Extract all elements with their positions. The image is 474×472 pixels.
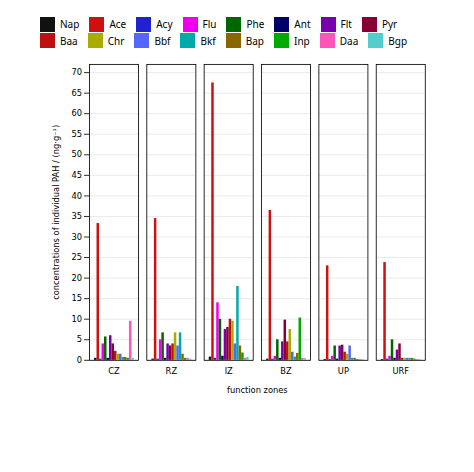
svg-text:0: 0 xyxy=(77,355,82,365)
svg-text:function zones: function zones xyxy=(227,385,288,395)
html-text:Pyr: Pyr xyxy=(381,17,398,32)
svg-text:70: 70 xyxy=(71,67,82,77)
svg-text:45: 45 xyxy=(71,170,82,180)
svg-text:25: 25 xyxy=(71,252,82,262)
svg-text:50: 50 xyxy=(71,149,82,159)
svg-text:IZ: IZ xyxy=(225,366,233,376)
svg-text:60: 60 xyxy=(71,108,82,118)
html-text:Acy: Acy xyxy=(156,17,173,32)
svg-text:20: 20 xyxy=(71,273,82,283)
html-text:Ant: Ant xyxy=(294,17,311,32)
html-text:Baa: Baa xyxy=(60,33,78,48)
html-text:Bgp: Bgp xyxy=(388,33,408,48)
html-text:Flt: Flt xyxy=(340,17,352,32)
svg-text:CZ: CZ xyxy=(108,366,120,376)
svg-text:40: 40 xyxy=(71,191,82,201)
svg-text:RZ: RZ xyxy=(166,366,178,376)
svg-text:10: 10 xyxy=(71,314,82,324)
svg-text:URF: URF xyxy=(392,366,409,376)
svg-text:5: 5 xyxy=(77,334,82,344)
svg-text:UP: UP xyxy=(338,366,349,376)
svg-text:55: 55 xyxy=(71,129,82,139)
svg-text:15: 15 xyxy=(71,293,82,303)
html-text:Bbf: Bbf xyxy=(154,33,171,48)
html-text:Chr: Chr xyxy=(107,33,125,48)
html-text:Inp: Inp xyxy=(294,33,310,48)
html-text:Daa: Daa xyxy=(339,33,359,48)
svg-text:BZ: BZ xyxy=(280,366,292,376)
html-text:Bkf: Bkf xyxy=(200,33,216,48)
html-text:Phe: Phe xyxy=(246,17,265,32)
html-text:Flu: Flu xyxy=(202,17,217,32)
svg-text:30: 30 xyxy=(71,232,82,242)
svg-text:35: 35 xyxy=(71,211,82,221)
html-text:Nap: Nap xyxy=(60,17,80,32)
svg-text:concentrations of individual P: concentrations of individual PAH / (ng·g… xyxy=(51,125,61,300)
svg-text:65: 65 xyxy=(71,88,82,98)
html-text:Ace: Ace xyxy=(109,17,127,32)
html-text:Bap: Bap xyxy=(245,33,264,48)
